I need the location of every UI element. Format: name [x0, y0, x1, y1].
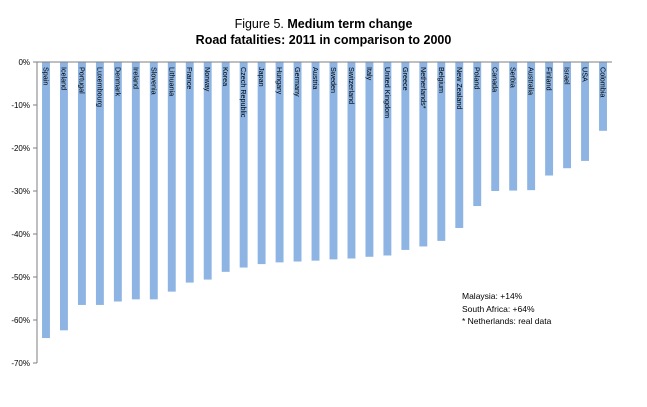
category-label: New Zealand	[455, 67, 464, 109]
bar	[275, 62, 284, 263]
bar	[42, 62, 50, 339]
bar	[60, 62, 68, 331]
bar	[437, 62, 446, 241]
category-label: Iceland	[59, 67, 68, 90]
category-label: Ireland	[131, 67, 140, 89]
title-prefix: Figure 5.	[234, 17, 284, 31]
category-label: USA	[581, 67, 590, 82]
category-label: Colombia	[599, 67, 608, 97]
category-labels: Spain Iceland Portugal Luxembourg Denmark Ire…	[41, 67, 607, 118]
category-label: Finland	[545, 67, 554, 91]
bar	[239, 62, 248, 268]
title-line2: Road fatalities: 2011 in comparison to 2…	[195, 33, 452, 47]
category-label: Czech Republic	[239, 67, 248, 118]
category-label: Luxembourg	[95, 67, 104, 107]
bar	[113, 62, 122, 302]
y-tick-label: -50%	[11, 273, 30, 282]
notes-box: Malaysia: +14% South Africa: +64% * Neth…	[462, 290, 551, 328]
category-label: Australia	[527, 67, 536, 95]
bar	[347, 62, 356, 259]
category-label: Israel	[563, 67, 572, 85]
category-label: Spain	[41, 67, 50, 85]
y-tick-label: -60%	[11, 316, 30, 325]
category-label: Hungary	[275, 67, 284, 95]
category-label: Denmark	[113, 67, 122, 97]
bar	[131, 62, 140, 300]
bar	[455, 62, 464, 228]
category-label: Canada	[491, 67, 500, 92]
note-south-africa: South Africa: +64%	[462, 303, 535, 314]
bar	[203, 62, 212, 280]
category-label: Norway	[203, 67, 212, 92]
bar	[149, 62, 158, 300]
category-label: France	[185, 67, 194, 89]
chart-title: Figure 5. Medium term change Road fatali…	[0, 16, 647, 48]
bar	[581, 62, 589, 161]
note-malaysia: Malaysia: +14%	[462, 291, 523, 301]
bar	[185, 62, 194, 283]
bar	[257, 62, 266, 265]
title-line1: Medium term change	[287, 17, 413, 31]
bar	[473, 62, 482, 207]
category-label: Belgium	[437, 67, 446, 93]
bar	[383, 62, 392, 256]
category-label: United Kingdom	[383, 67, 392, 118]
bar	[563, 62, 572, 169]
bar	[365, 62, 374, 257]
bar	[167, 62, 176, 292]
category-label: Poland	[473, 67, 482, 89]
category-label: Slovenia	[149, 67, 158, 95]
y-tick-label: -10%	[11, 101, 30, 110]
bar	[509, 62, 518, 191]
bar	[95, 62, 104, 305]
category-label: Serbia	[509, 67, 518, 88]
y-tick-label: -40%	[11, 230, 30, 239]
bar	[401, 62, 410, 250]
bar	[419, 62, 428, 247]
bar	[545, 62, 554, 176]
bar	[293, 62, 302, 262]
note-netherlands: * Netherlands: real data	[462, 316, 552, 326]
category-label: Netherlands*	[419, 67, 428, 109]
category-label: Italy	[365, 67, 374, 81]
bar	[311, 62, 320, 261]
category-label: Germany	[293, 67, 302, 97]
bar	[527, 62, 536, 191]
category-label: Korea	[221, 67, 230, 86]
bar-series	[42, 62, 607, 339]
y-tick-label: -20%	[11, 144, 30, 153]
category-label: Japan	[257, 67, 266, 87]
category-label: Austria	[311, 67, 320, 89]
y-tick-label: -30%	[11, 187, 30, 196]
bar	[329, 62, 338, 260]
bar	[77, 62, 86, 305]
y-tick-label: -70%	[11, 359, 30, 368]
bar	[599, 62, 607, 131]
bar	[491, 62, 500, 191]
category-label: Switzerland	[347, 67, 356, 104]
category-label: Greece	[401, 67, 410, 91]
category-label: Sweden	[329, 67, 338, 93]
category-label: Portugal	[77, 67, 86, 94]
bar	[221, 62, 230, 272]
y-axis: 0% -10% -20% -30% -40% -50% -60% -70%	[11, 58, 612, 368]
category-label: Lithuania	[167, 67, 176, 96]
y-tick-label: 0%	[18, 58, 30, 67]
